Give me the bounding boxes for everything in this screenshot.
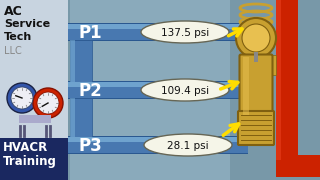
Bar <box>70 40 92 82</box>
Bar <box>68 137 248 153</box>
Ellipse shape <box>141 21 229 43</box>
Text: Service: Service <box>4 19 50 29</box>
Text: 137.5 psi: 137.5 psi <box>161 28 209 38</box>
Bar <box>68 24 248 40</box>
Bar <box>254 52 258 62</box>
Bar <box>70 0 230 180</box>
Bar <box>68 82 248 98</box>
Bar <box>70 98 75 137</box>
Text: 109.4 psi: 109.4 psi <box>161 86 209 96</box>
Text: Training: Training <box>3 155 57 168</box>
FancyBboxPatch shape <box>238 111 274 145</box>
Text: P3: P3 <box>78 137 102 155</box>
Bar <box>68 81 248 99</box>
Bar <box>271 55 276 75</box>
Bar <box>70 40 75 82</box>
Bar <box>68 0 320 180</box>
Text: LLC: LLC <box>4 46 22 56</box>
Ellipse shape <box>141 79 229 101</box>
Text: AC: AC <box>4 5 23 18</box>
Circle shape <box>7 83 37 113</box>
Bar <box>243 57 249 115</box>
Circle shape <box>33 88 63 118</box>
Bar <box>155 85 195 88</box>
Bar <box>276 155 320 177</box>
Ellipse shape <box>144 134 232 156</box>
Bar <box>155 85 195 95</box>
Bar <box>0 0 68 180</box>
Text: Tech: Tech <box>4 32 32 42</box>
Circle shape <box>37 92 59 114</box>
FancyBboxPatch shape <box>239 55 273 118</box>
Text: 28.1 psi: 28.1 psi <box>167 141 209 151</box>
Bar <box>276 0 298 160</box>
Bar <box>68 24 248 29</box>
Text: P2: P2 <box>78 82 102 100</box>
Circle shape <box>242 24 270 52</box>
Bar <box>68 23 248 41</box>
Bar <box>19 115 51 123</box>
Text: P1: P1 <box>78 24 102 42</box>
Bar <box>68 137 248 142</box>
Circle shape <box>11 87 33 109</box>
Bar <box>68 136 248 154</box>
Circle shape <box>236 18 276 58</box>
Circle shape <box>187 82 203 98</box>
Bar <box>0 138 68 180</box>
Bar <box>70 98 92 137</box>
Text: HVACR: HVACR <box>3 141 48 154</box>
Bar <box>276 0 281 160</box>
Bar <box>68 82 248 87</box>
